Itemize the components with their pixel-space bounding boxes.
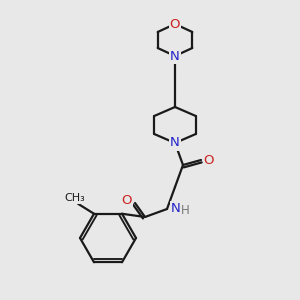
Text: H: H: [181, 205, 190, 218]
Text: N: N: [170, 136, 180, 149]
Text: CH₃: CH₃: [64, 193, 86, 203]
Text: N: N: [170, 50, 180, 62]
Text: O: O: [204, 154, 214, 166]
Text: O: O: [170, 17, 180, 31]
Text: N: N: [171, 202, 181, 215]
Text: O: O: [122, 194, 132, 208]
